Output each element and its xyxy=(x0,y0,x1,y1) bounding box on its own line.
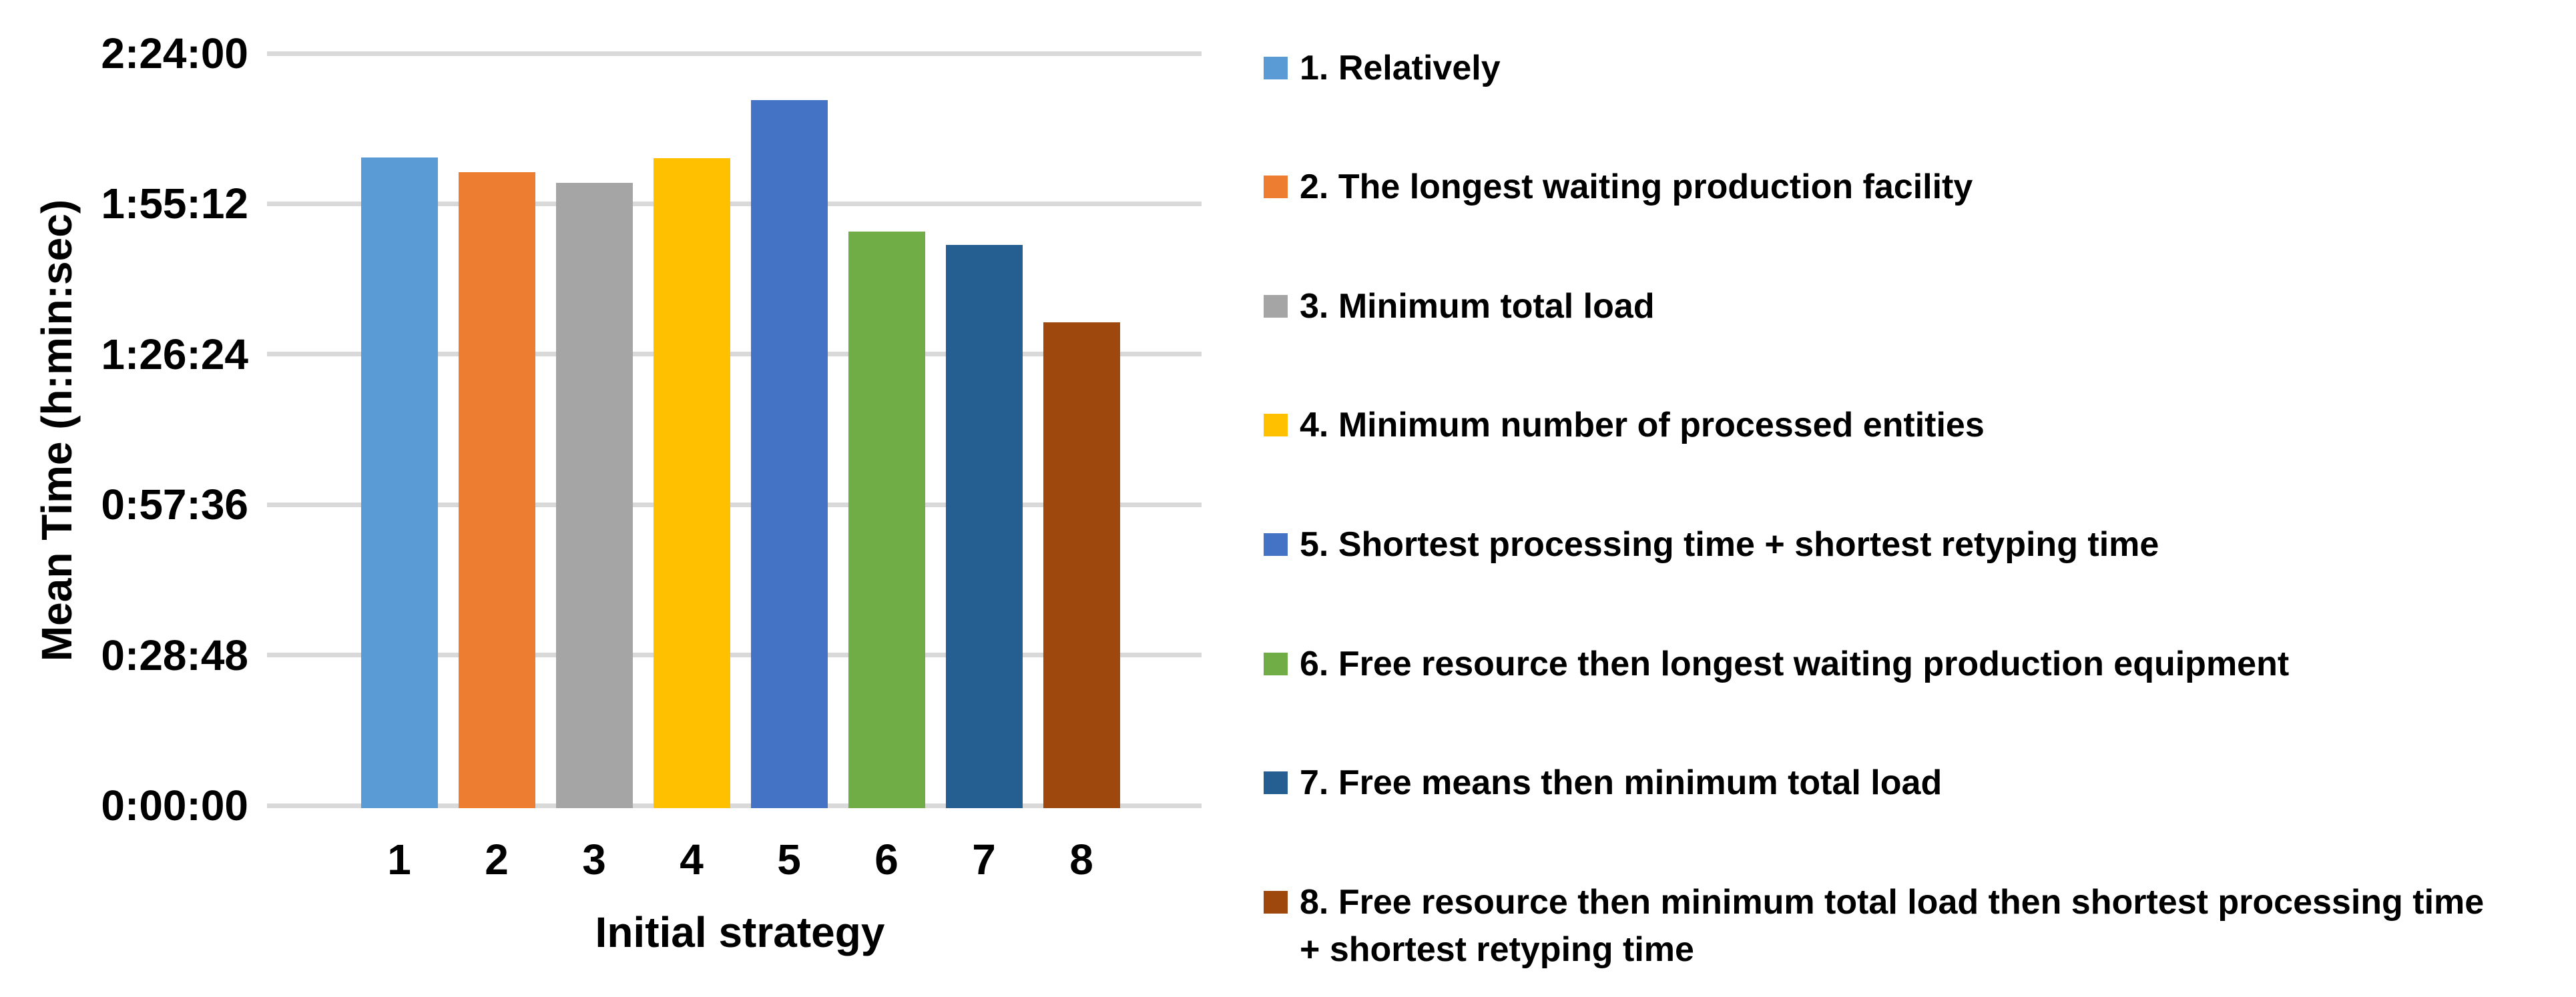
legend-item-1: 1. Relatively xyxy=(1264,45,1501,92)
legend-swatch-icon xyxy=(1264,890,1288,914)
x-tick-label-1: 1 xyxy=(387,836,411,884)
gridline xyxy=(267,502,1202,507)
y-tick-label: 1:26:24 xyxy=(101,330,248,378)
bar-strategy-8 xyxy=(1043,322,1120,808)
x-tick-label-7: 7 xyxy=(972,836,996,884)
x-tick-label-5: 5 xyxy=(777,836,801,884)
legend-swatch-icon xyxy=(1264,771,1288,795)
y-tick-label: 1:55:12 xyxy=(101,180,248,228)
y-tick-label: 0:57:36 xyxy=(101,480,248,529)
legend-item-2: 2. The longest waiting production facili… xyxy=(1264,163,1973,211)
legend-swatch-icon xyxy=(1264,533,1288,556)
x-tick-label-2: 2 xyxy=(485,836,509,884)
bar-strategy-5 xyxy=(750,100,828,808)
y-axis-title: Mean Time (h:min:sec) xyxy=(33,199,81,662)
legend-swatch-icon xyxy=(1264,652,1288,675)
y-tick-label: 0:28:48 xyxy=(101,631,248,679)
legend-label: 2. The longest waiting production facili… xyxy=(1300,168,1973,207)
legend-swatch-icon xyxy=(1264,414,1288,437)
bar-strategy-6 xyxy=(848,232,925,808)
y-tick-label: 2:24:00 xyxy=(101,29,248,77)
gridline xyxy=(267,352,1202,357)
legend-swatch-icon xyxy=(1264,56,1288,79)
bar-strategy-3 xyxy=(555,183,633,808)
legend-label: 4. Minimum number of processed entities xyxy=(1300,406,1985,445)
legend-item-4: 4. Minimum number of processed entities xyxy=(1264,402,1985,449)
x-tick-label-4: 4 xyxy=(680,836,704,884)
x-axis-title: Initial strategy xyxy=(595,908,885,956)
x-tick-label-8: 8 xyxy=(1069,836,1093,884)
x-tick-label-6: 6 xyxy=(874,836,898,884)
legend-label: 5. Shortest processing time + shortest r… xyxy=(1300,525,2159,564)
legend-item-7: 7. Free means then minimum total load xyxy=(1264,759,1942,807)
gridline xyxy=(267,803,1202,808)
legend-item-3: 3. Minimum total load xyxy=(1264,283,1655,330)
gridline xyxy=(267,201,1202,206)
bar-strategy-2 xyxy=(458,172,535,808)
legend-label: 7. Free means then minimum total load xyxy=(1300,763,1943,803)
bar-strategy-1 xyxy=(360,157,438,808)
legend-item-6: 6. Free resource then longest waiting pr… xyxy=(1264,641,2289,688)
x-tick-label-3: 3 xyxy=(582,836,606,884)
legend-label: 6. Free resource then longest waiting pr… xyxy=(1300,644,2290,683)
legend-label: 8. Free resource then minimum total load… xyxy=(1300,882,2485,969)
bar-strategy-7 xyxy=(945,245,1023,808)
gridline xyxy=(267,51,1202,56)
legend-label: 1. Relatively xyxy=(1300,48,1501,87)
legend-swatch-icon xyxy=(1264,294,1288,318)
legend-label: 3. Minimum total load xyxy=(1300,286,1655,326)
gridline xyxy=(267,653,1202,658)
y-tick-label: 0:00:00 xyxy=(101,781,248,829)
legend-swatch-icon xyxy=(1264,176,1288,199)
legend-item-5: 5. Shortest processing time + shortest r… xyxy=(1264,521,2159,569)
legend-item-8: 8. Free resource then minimum total load… xyxy=(1264,879,2501,974)
bar-strategy-4 xyxy=(653,158,730,808)
